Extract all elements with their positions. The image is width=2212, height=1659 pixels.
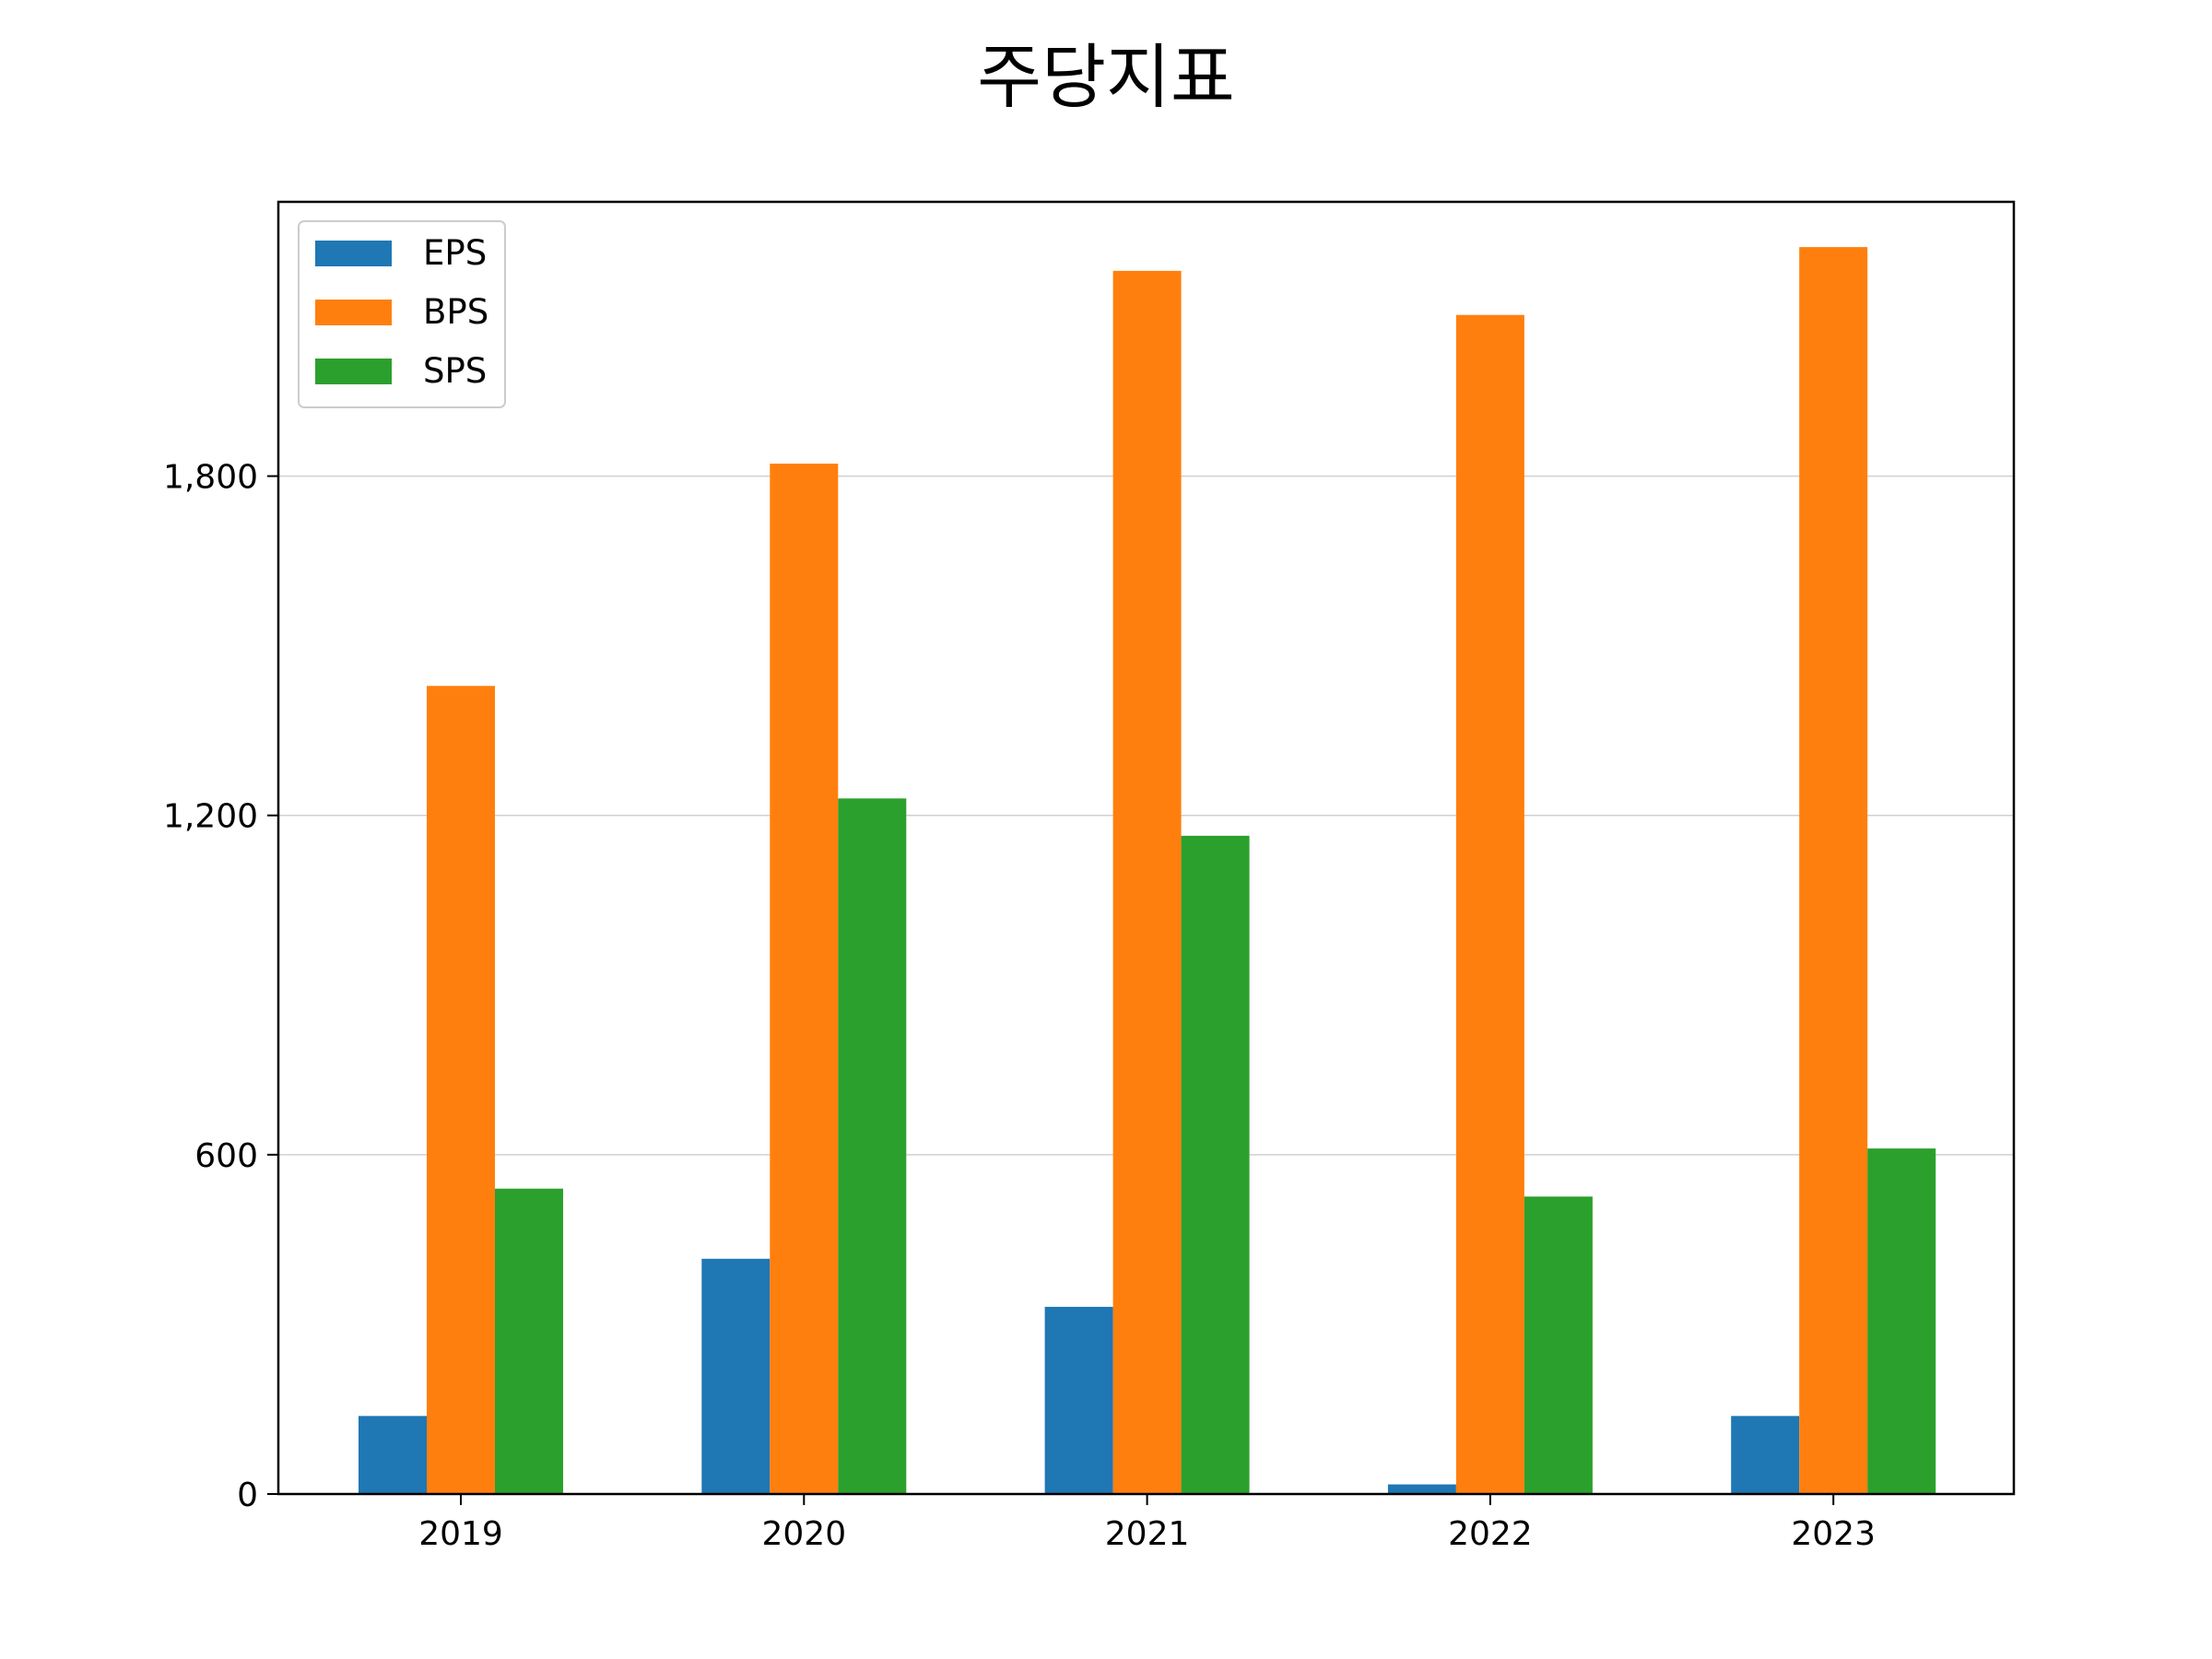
x-tick-label: 2023 [1791, 1515, 1876, 1553]
bar-bps-2020 [770, 464, 839, 1494]
bar-bps-2021 [1112, 270, 1182, 1495]
x-tick-label: 2020 [761, 1515, 846, 1553]
legend-label-bps: BPS [423, 292, 488, 332]
legend-label-eps: EPS [423, 233, 487, 273]
legend: EPS BPS SPS [298, 220, 506, 408]
legend-label-sps: SPS [423, 351, 487, 391]
chart-title: 주당지표 [977, 36, 1235, 118]
bar-eps-2023 [1731, 1416, 1800, 1494]
bar-eps-2019 [359, 1416, 427, 1494]
y-tick-label: 0 [237, 1477, 258, 1514]
y-tick-label: 1,800 [163, 459, 258, 497]
y-tick-label: 600 [194, 1137, 258, 1175]
y-tick-label: 1,200 [163, 798, 258, 836]
bar-bps-2019 [427, 686, 495, 1494]
legend-swatch-bps [315, 300, 392, 325]
plot-frame [276, 200, 2016, 1496]
bar-sps-2023 [1867, 1148, 1936, 1494]
y-axis-ticks: 0 600 1,200 1,800 [163, 459, 278, 1514]
bar-bps-2022 [1455, 314, 1524, 1494]
x-tick-label: 2022 [1448, 1515, 1533, 1553]
bar-bps-2023 [1799, 247, 1868, 1494]
bar-sps-2022 [1524, 1196, 1593, 1494]
bar-sps-2021 [1181, 835, 1250, 1494]
bars [359, 247, 1936, 1495]
legend-swatch-sps [315, 359, 392, 384]
bar-sps-2020 [838, 798, 907, 1494]
x-tick-label: 2019 [418, 1515, 503, 1553]
bar-eps-2022 [1387, 1484, 1456, 1494]
x-axis-ticks: 2019 2020 2021 2022 2023 [418, 1494, 1876, 1553]
bar-eps-2021 [1044, 1306, 1113, 1494]
bar-sps-2019 [495, 1188, 563, 1494]
bar-eps-2020 [701, 1258, 771, 1494]
legend-swatch-eps [315, 241, 392, 266]
x-tick-label: 2021 [1105, 1515, 1190, 1553]
